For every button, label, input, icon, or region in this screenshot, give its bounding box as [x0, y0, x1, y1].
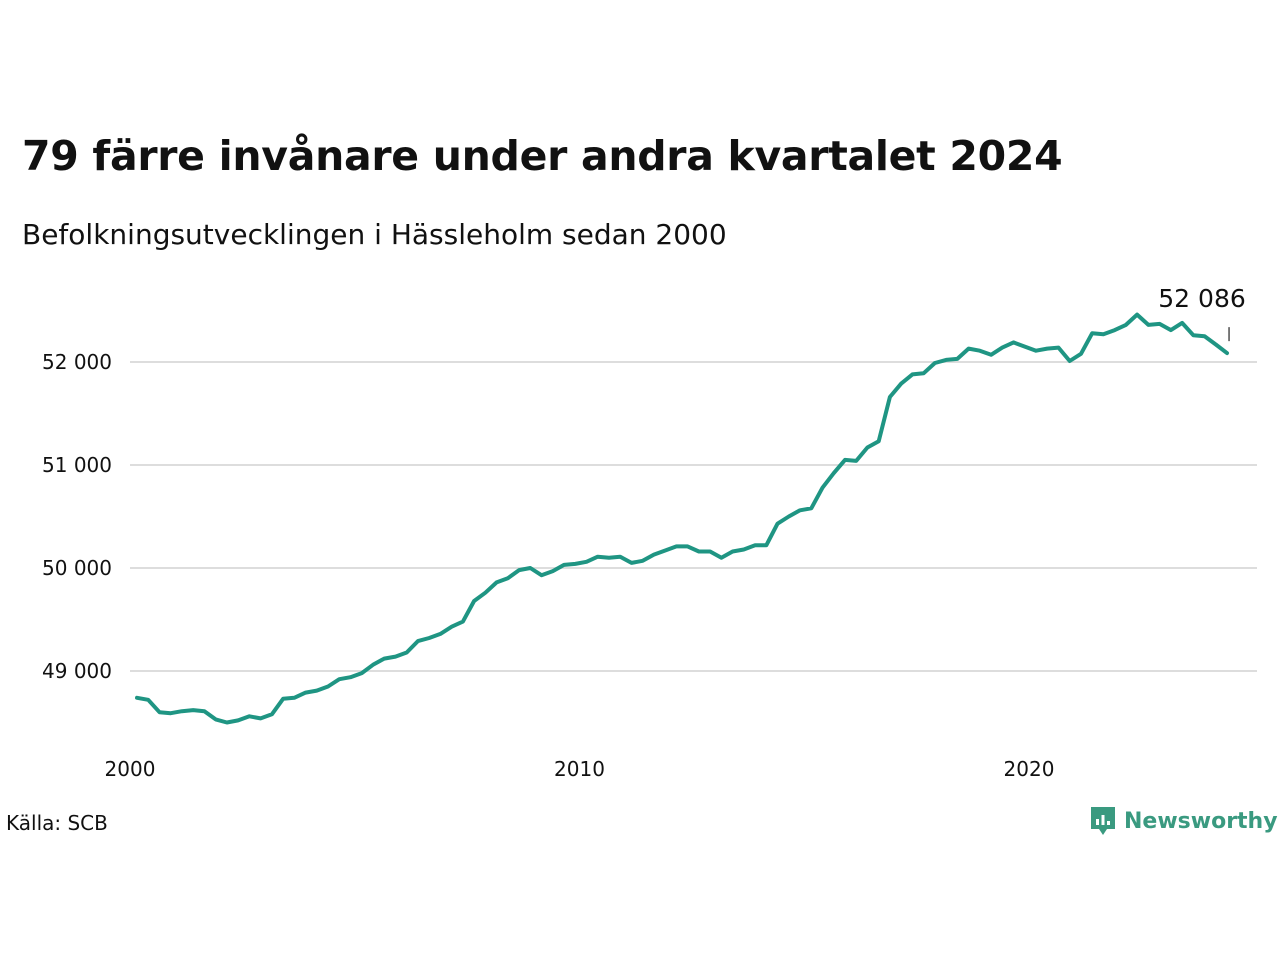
brand-logo: Newsworthy — [1088, 804, 1278, 838]
chart-title: 79 färre invånare under andra kvartalet … — [22, 132, 1063, 180]
end-value-label: 52 086 — [1158, 284, 1245, 313]
chart-subtitle: Befolkningsutvecklingen i Hässleholm sed… — [22, 218, 727, 251]
y-tick-label: 50 000 — [42, 556, 112, 580]
y-tick-label: 52 000 — [42, 350, 112, 374]
source-note: Källa: SCB — [6, 811, 108, 835]
x-axis-ticks: 2000 2010 2020 — [105, 757, 1055, 781]
line-chart: 49 000 50 000 51 000 52 000 2000 2010 2020 52… — [42, 284, 1257, 781]
y-axis-ticks: 49 000 50 000 51 000 52 000 — [42, 350, 112, 683]
population-series-line — [135, 312, 1229, 725]
newsworthy-logo-icon — [1091, 807, 1115, 835]
x-tick-label: 2010 — [554, 757, 605, 781]
x-tick-label: 2000 — [105, 757, 156, 781]
x-tick-label: 2020 — [1004, 757, 1055, 781]
y-tick-label: 49 000 — [42, 659, 112, 683]
y-tick-label: 51 000 — [42, 453, 112, 477]
gridlines — [130, 361, 1257, 672]
brand-name: Newsworthy — [1124, 808, 1278, 834]
